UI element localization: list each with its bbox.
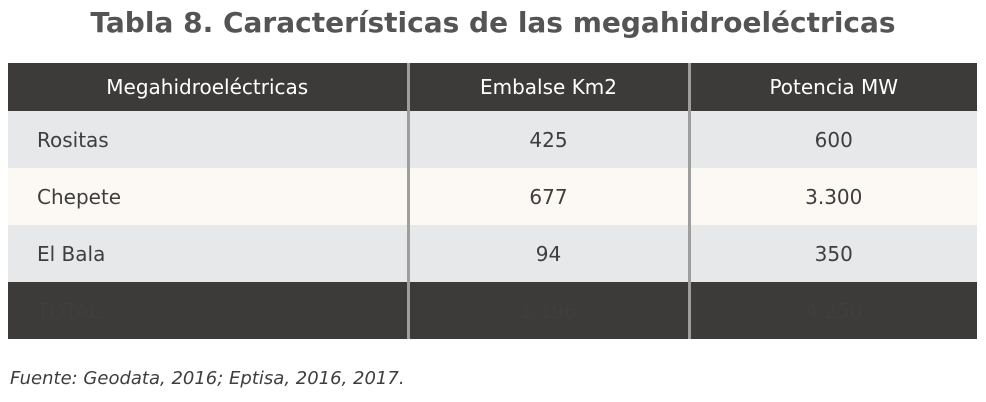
cell-name: Chepete: [8, 168, 408, 225]
total-embalse: 1.196: [406, 282, 689, 339]
header-row: Megahidroeléctricas Embalse Km2 Potencia…: [8, 63, 977, 111]
cell-potencia: 3.300: [687, 168, 977, 225]
cell-embalse: 94: [406, 225, 689, 282]
cell-embalse: 677: [406, 168, 689, 225]
data-table: Megahidroeléctricas Embalse Km2 Potencia…: [8, 63, 977, 339]
total-row: TOTAL 1.196 4.250: [8, 282, 977, 339]
cell-embalse: 425: [406, 111, 689, 168]
table-row: Chepete 677 3.300: [8, 168, 977, 225]
cell-potencia: 350: [687, 225, 977, 282]
cell-potencia: 600: [687, 111, 977, 168]
source-note: Fuente: Geodata, 2016; Eptisa, 2016, 201…: [10, 368, 405, 389]
table-row: Rositas 425 600: [8, 111, 977, 168]
total-label: TOTAL: [8, 282, 408, 339]
table-row: El Bala 94 350: [8, 225, 977, 282]
cell-name: Rositas: [8, 111, 408, 168]
cell-name: El Bala: [8, 225, 408, 282]
table-title: Tabla 8. Características de las megahidr…: [90, 6, 896, 39]
column-header-megahidroelectricas: Megahidroeléctricas: [8, 63, 408, 111]
column-header-embalse: Embalse Km2: [406, 63, 689, 111]
column-header-potencia: Potencia MW: [687, 63, 977, 111]
total-potencia: 4.250: [687, 282, 977, 339]
